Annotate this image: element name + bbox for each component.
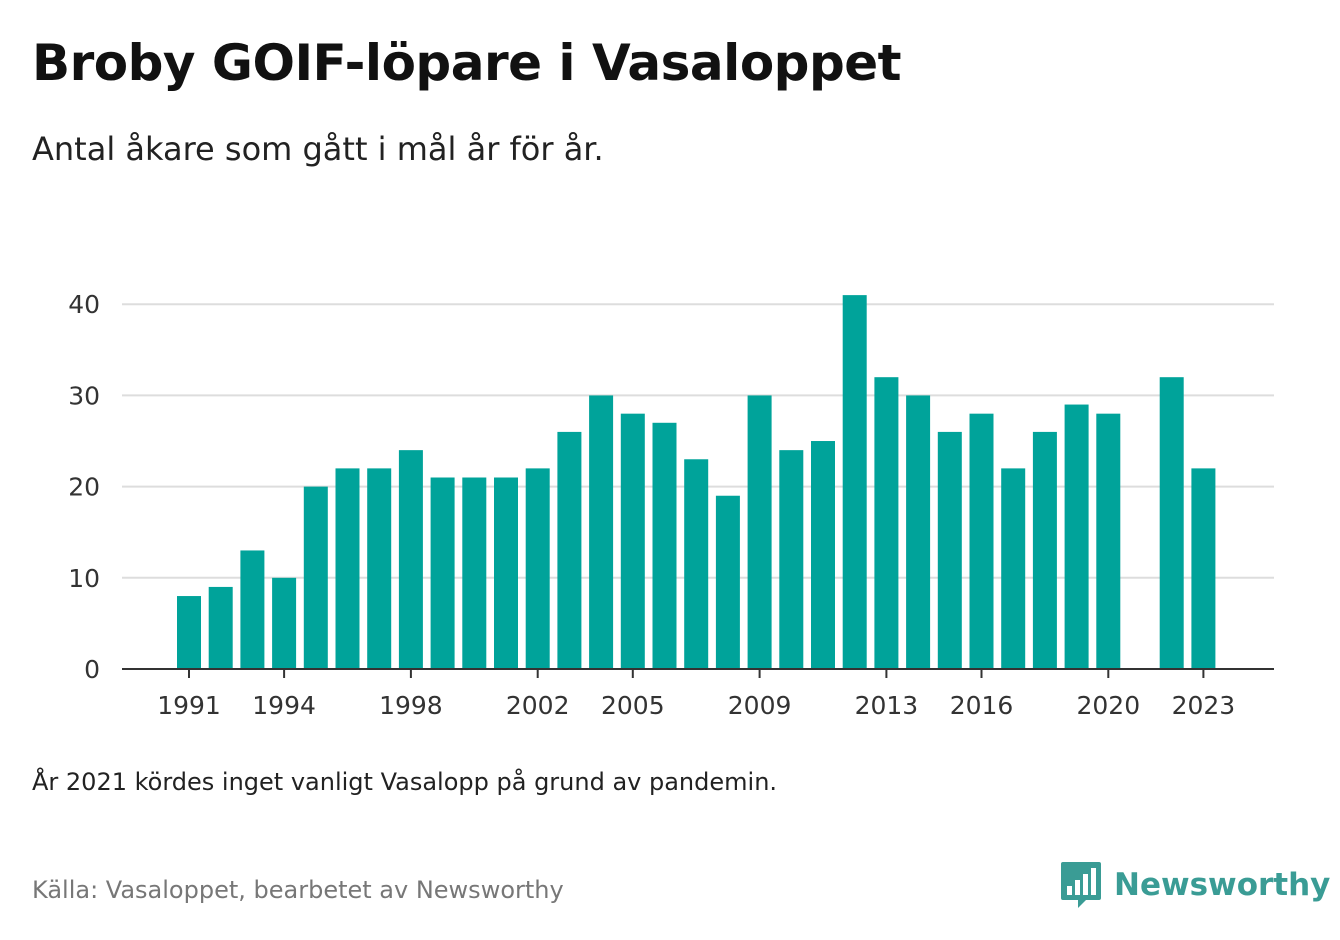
bar [1191,468,1216,669]
bar [335,468,360,669]
x-axis: 1991 1994 1998 2002 2005 2009 2013 2016 2020 2023 [122,668,1274,720]
bar [1001,468,1026,669]
x-tick-label: 2005 [601,691,665,720]
bar [303,486,328,669]
bar [811,441,835,669]
x-tick-label: 1994 [252,691,316,720]
bar [1159,377,1184,669]
bar [208,586,233,669]
brand-logo: Newsworthy [1060,860,1330,910]
x-tick-label: 2013 [855,691,919,720]
bar-chart: 0 10 20 30 40 1991 1994 1998 2002 2005 2009 2013 20… [68,290,1274,720]
y-tick-label: 0 [84,655,100,684]
bar [715,495,740,669]
chart-note: År 2021 kördes inget vanligt Vasalopp på… [32,768,778,796]
bar [874,377,899,669]
brand-name: Newsworthy [1114,867,1331,903]
bar [430,477,455,669]
x-tick-label: 2020 [1076,691,1140,720]
bar [906,395,931,669]
y-tick-label: 40 [68,290,100,319]
bar [969,413,994,669]
x-tick-label: 1998 [379,691,443,720]
bar [747,395,772,669]
bar [462,477,487,669]
x-tick-label: 2002 [506,691,570,720]
chart-title: Broby GOIF-löpare i Vasaloppet [32,34,902,92]
y-tick-label: 30 [68,381,100,410]
source-text: Källa: Vasaloppet, bearbetet av Newswort… [32,876,564,904]
bar [177,596,201,669]
chart-subtitle: Antal åkare som gått i mål år för år. [32,130,604,168]
bar [398,450,423,669]
x-tick-label: 1991 [157,691,221,720]
bar [494,477,518,669]
bar [272,577,297,669]
x-tick-label: 2016 [950,691,1014,720]
bar [779,450,804,669]
y-tick-label: 10 [68,564,100,593]
x-tick-label: 2009 [728,691,792,720]
bar [1032,431,1057,669]
bar [1096,413,1121,669]
newsworthy-logo-icon [1061,862,1101,908]
bar [557,431,582,669]
bar [620,413,645,669]
bar [367,468,392,669]
y-tick-label: 20 [68,473,100,502]
bar [1064,404,1089,669]
bar [652,422,677,669]
bar [525,468,550,669]
bar [937,431,962,669]
y-axis: 0 10 20 30 40 [68,290,100,684]
bar [842,295,867,669]
bar [589,395,614,669]
x-tick-label: 2023 [1172,691,1236,720]
bar [240,550,265,669]
bar [684,459,709,669]
bars [177,295,1216,669]
